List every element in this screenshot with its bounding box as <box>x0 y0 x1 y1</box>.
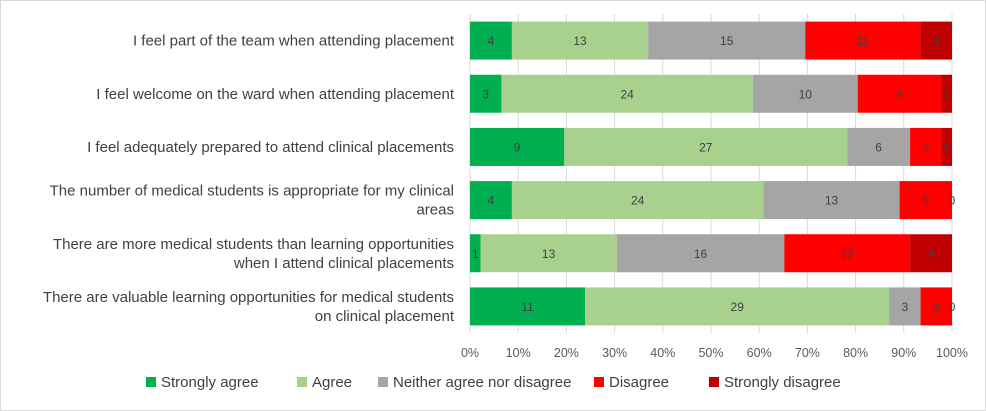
category-label: I feel part of the team when attending p… <box>133 33 455 50</box>
bar-segment <box>805 21 921 60</box>
x-tick-label: 40% <box>650 346 675 360</box>
bar-segment <box>470 74 502 113</box>
data-label: 11 <box>521 300 534 314</box>
data-label: 24 <box>620 87 634 101</box>
x-axis-ticks: 0% 10% 20% 30% 40% 50% 60% 70% 80% 90% 100% <box>461 346 968 360</box>
data-label: 3 <box>933 34 940 48</box>
data-label: 5 <box>922 194 929 208</box>
data-label: 3 <box>902 300 909 314</box>
x-tick-label: 30% <box>602 346 627 360</box>
x-tick-label: 0% <box>461 346 479 360</box>
data-label: 15 <box>720 34 734 48</box>
data-label: 4 <box>928 247 935 261</box>
data-label: 1 <box>472 247 479 261</box>
bar-segment <box>847 127 911 166</box>
bars: 4 13 15 11 33 24 10 8 19 27 6 3 14 24 13 5 01 13 16 12 411 29… <box>470 21 956 326</box>
data-label: 12 <box>841 247 855 261</box>
bar-segment <box>511 21 649 60</box>
bar-segment <box>910 234 952 273</box>
bar-segment <box>752 74 858 113</box>
bar-segment <box>941 127 952 166</box>
data-label: 1 <box>943 87 950 101</box>
legend-swatch <box>709 377 719 387</box>
bar-segment <box>616 234 785 273</box>
data-label: 6 <box>875 140 882 154</box>
data-label: 3 <box>922 140 929 154</box>
x-tick-label: 20% <box>554 346 579 360</box>
bar-segment <box>470 287 586 326</box>
x-tick-label: 50% <box>698 346 723 360</box>
data-label: 13 <box>825 194 839 208</box>
bar-segment <box>910 127 942 166</box>
gridlines <box>469 14 953 333</box>
legend-swatch <box>297 377 307 387</box>
bar-segment <box>920 21 952 60</box>
bar-segment <box>920 287 952 326</box>
bar-segment <box>585 287 890 326</box>
data-label: 10 <box>799 87 813 101</box>
x-tick-label: 60% <box>747 346 772 360</box>
legend: Strongly agree Agree Neither agree nor dis… <box>146 374 841 391</box>
legend-label: Agree <box>312 374 352 391</box>
data-label: 3 <box>933 300 940 314</box>
bar-segment <box>763 181 900 220</box>
data-label: 4 <box>488 194 495 208</box>
data-label: 13 <box>573 34 587 48</box>
bar-segment <box>470 181 512 220</box>
legend-label: Strongly disagree <box>724 374 841 391</box>
legend-swatch <box>146 377 156 387</box>
data-label: 8 <box>896 87 903 101</box>
category-label: I feel welcome on the ward when attendin… <box>96 86 455 103</box>
data-label: 27 <box>699 140 713 154</box>
data-label: 29 <box>731 300 745 314</box>
legend-label: Neither agree nor disagree <box>393 374 571 391</box>
bar-segment <box>857 74 942 113</box>
data-label: 9 <box>514 140 521 154</box>
bar-segment <box>480 234 617 273</box>
legend-label: Strongly agree <box>161 374 259 391</box>
category-labels: I feel part of the team when attending p… <box>43 33 455 325</box>
bar-segment <box>648 21 806 60</box>
data-label: 0 <box>949 300 956 314</box>
bar-segment <box>470 234 481 273</box>
category-label: There are valuable learning opportunitie… <box>43 289 455 325</box>
category-label: The number of medical students is approp… <box>50 183 454 219</box>
bar-segment <box>470 127 565 166</box>
category-label: I feel adequately prepared to attend cli… <box>87 139 454 156</box>
bar-segment <box>470 21 512 60</box>
data-label: 13 <box>542 247 556 261</box>
x-tick-label: 100% <box>936 346 968 360</box>
legend-swatch <box>594 377 604 387</box>
data-label: 24 <box>631 194 645 208</box>
bar-segment <box>899 181 952 220</box>
bar-segment <box>941 74 952 113</box>
data-label: 1 <box>943 140 950 154</box>
data-label: 11 <box>857 34 870 48</box>
data-label: 16 <box>694 247 708 261</box>
data-label: 3 <box>482 87 489 101</box>
bar-segment <box>564 127 848 166</box>
x-tick-label: 90% <box>891 346 916 360</box>
data-label: 4 <box>488 34 495 48</box>
bar-segment <box>784 234 911 273</box>
x-tick-label: 10% <box>506 346 531 360</box>
x-tick-label: 70% <box>795 346 820 360</box>
x-tick-label: 80% <box>843 346 868 360</box>
bar-segment <box>511 181 764 220</box>
bar-segment <box>501 74 753 113</box>
bar-segment <box>889 287 921 326</box>
legend-swatch <box>378 377 388 387</box>
category-label: There are more medical students than lea… <box>53 236 454 272</box>
data-label: 0 <box>949 194 956 208</box>
legend-label: Disagree <box>609 374 669 391</box>
